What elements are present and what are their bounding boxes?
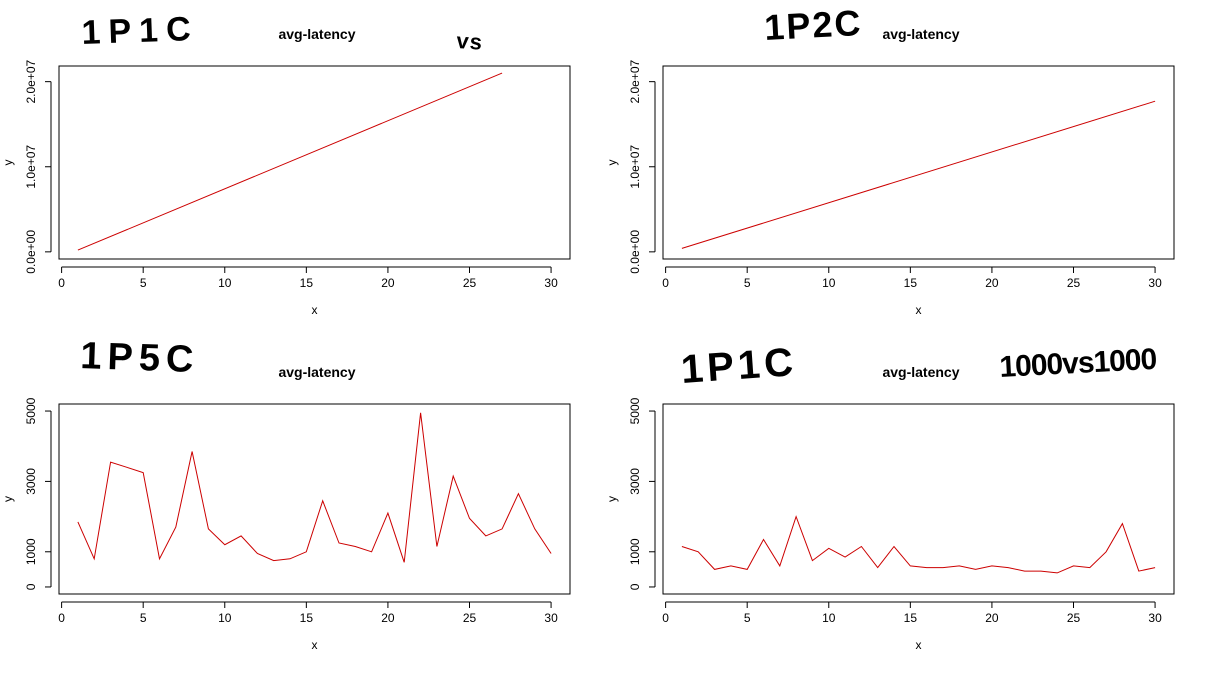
y-tick-label: 3000 xyxy=(628,468,642,495)
handwritten-note: 1P1C xyxy=(680,340,799,392)
x-axis-label: x xyxy=(916,638,922,652)
y-tick-label: 0.0e+00 xyxy=(24,230,38,274)
chart-panel-1: avg-latency 1P1C vs 0 5 10 15 20 25 30 x 0.0e+00 1.0… xyxy=(1,10,571,317)
x-tick-label: 30 xyxy=(1148,611,1162,625)
x-tick-label: 20 xyxy=(381,611,395,625)
plot-frame xyxy=(58,403,571,595)
y-tick-label: 0 xyxy=(24,583,38,590)
y-tick-label: 0.0e+00 xyxy=(628,230,642,274)
x-tick-label: 25 xyxy=(463,276,477,290)
x-tick-label: 30 xyxy=(544,276,558,290)
chart-panel-4: avg-latency 1P1C 1000vs1000 0 5 10 15 20 25 30 x 0 1… xyxy=(605,340,1175,652)
x-tick-label: 20 xyxy=(381,276,395,290)
chart-title: avg-latency xyxy=(278,364,355,380)
chart-title: avg-latency xyxy=(278,26,355,42)
y-tick-label: 5000 xyxy=(24,397,38,424)
x-tick-label: 5 xyxy=(140,276,147,290)
handwritten-note: vs xyxy=(456,28,484,55)
y-tick-label: 0 xyxy=(628,583,642,590)
y-axis-label: y xyxy=(605,160,619,166)
x-tick-label: 20 xyxy=(985,276,999,290)
x-tick-label: 25 xyxy=(1067,276,1081,290)
y-tick-label: 1000 xyxy=(628,538,642,565)
series-line xyxy=(77,412,552,563)
x-tick-label: 30 xyxy=(1148,276,1162,290)
y-tick-label: 5000 xyxy=(628,397,642,424)
x-tick-label: 0 xyxy=(662,276,669,290)
series-line xyxy=(77,72,503,251)
x-tick-label: 5 xyxy=(140,611,147,625)
handwritten-note: 1000vs1000 xyxy=(999,343,1158,384)
handwritten-note: 1P1C xyxy=(81,10,199,52)
y-axis-label: y xyxy=(1,496,15,502)
chart-panel-2: avg-latency 1P2C 0 5 10 15 20 25 30 x 0.0e+00 1.0e+… xyxy=(605,2,1175,317)
x-axis-label: x xyxy=(312,638,318,652)
x-tick-label: 0 xyxy=(58,611,65,625)
handwritten-note: 1P5C xyxy=(80,335,200,381)
x-tick-label: 0 xyxy=(662,611,669,625)
chart-title: avg-latency xyxy=(882,364,959,380)
x-tick-label: 25 xyxy=(1067,611,1081,625)
x-axis-label: x xyxy=(312,303,318,317)
y-tick-label: 2.0e+07 xyxy=(628,59,642,103)
y-axis-label: y xyxy=(1,160,15,166)
x-tick-label: 0 xyxy=(58,276,65,290)
y-tick-label: 1.0e+07 xyxy=(24,145,38,189)
x-tick-label: 5 xyxy=(744,276,751,290)
series-line xyxy=(681,100,1156,249)
x-tick-label: 10 xyxy=(218,276,232,290)
plot-frame xyxy=(662,65,1175,260)
x-tick-label: 20 xyxy=(985,611,999,625)
x-tick-label: 15 xyxy=(904,611,918,625)
x-tick-label: 10 xyxy=(218,611,232,625)
y-tick-label: 2.0e+07 xyxy=(24,59,38,103)
x-tick-label: 30 xyxy=(544,611,558,625)
x-axis-label: x xyxy=(916,303,922,317)
y-tick-label: 3000 xyxy=(24,468,38,495)
handwritten-note: 1P2C xyxy=(763,2,863,48)
plot-frame xyxy=(58,65,571,260)
x-tick-label: 25 xyxy=(463,611,477,625)
y-tick-label: 1000 xyxy=(24,538,38,565)
x-tick-label: 10 xyxy=(822,611,836,625)
x-tick-label: 10 xyxy=(822,276,836,290)
x-tick-label: 5 xyxy=(744,611,751,625)
x-tick-label: 15 xyxy=(300,611,314,625)
x-tick-label: 15 xyxy=(904,276,918,290)
plot-frame xyxy=(662,403,1175,595)
x-tick-label: 15 xyxy=(300,276,314,290)
chart-panel-3: avg-latency 1P5C 0 5 10 15 20 25 30 x 0 1000 3000 500… xyxy=(1,335,571,652)
chart-title: avg-latency xyxy=(882,26,959,42)
y-tick-label: 1.0e+07 xyxy=(628,145,642,189)
y-axis-label: y xyxy=(605,496,619,502)
series-line xyxy=(681,515,1156,574)
